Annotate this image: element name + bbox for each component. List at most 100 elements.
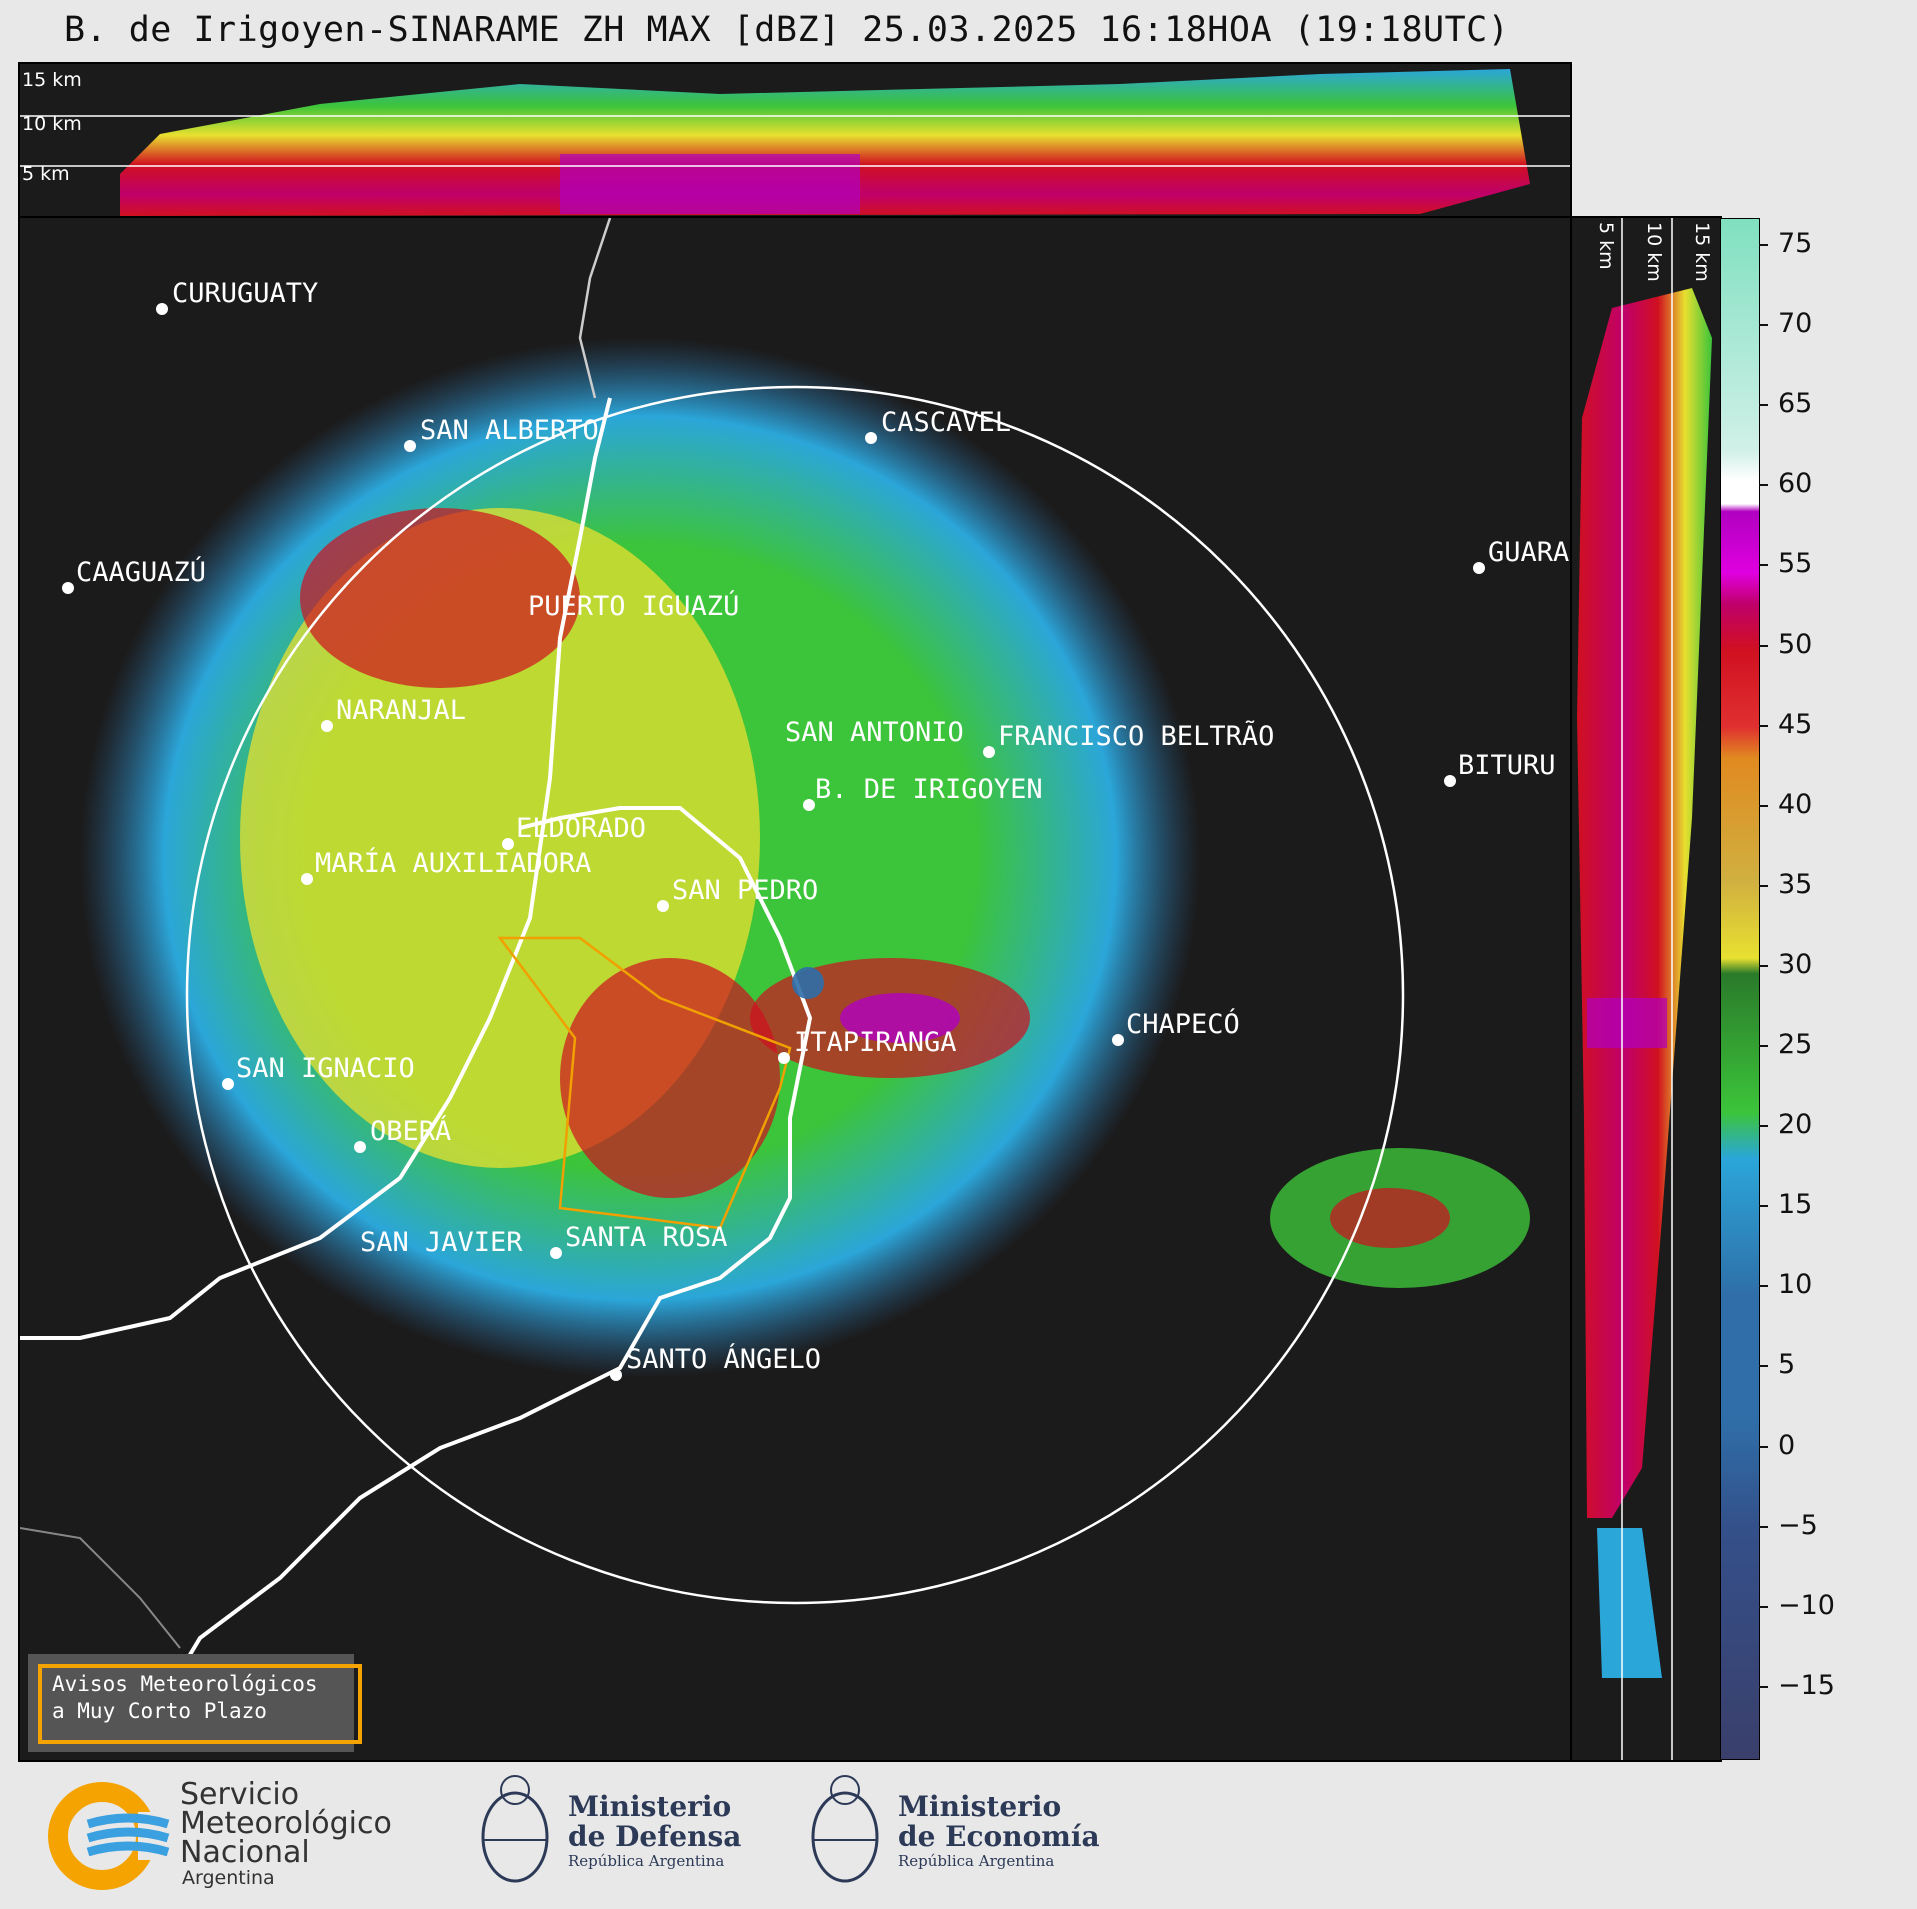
alert-line-1: Avisos Meteorológicos	[52, 1672, 318, 1696]
defensa-line-2: de Defensa	[568, 1820, 742, 1853]
city-bituru: BITURU	[1444, 750, 1556, 787]
province-border	[20, 1527, 181, 1649]
colorbar-tick-label: 35	[1778, 868, 1813, 900]
city-curuguaty: CURUGUATY	[156, 278, 318, 315]
svg-text:OBERÁ: OBERÁ	[370, 1115, 451, 1147]
colorbar-tick-label: 55	[1778, 548, 1813, 580]
echo-red-south	[560, 958, 780, 1198]
side-alt-5: 5 km	[1595, 222, 1617, 270]
range-ring	[185, 385, 1405, 1605]
svg-text:FRANCISCO BELTRÃO: FRANCISCO BELTRÃO	[998, 720, 1274, 752]
side-core	[1587, 998, 1667, 1048]
smn-line-3: Nacional	[180, 1835, 310, 1870]
side-reflectivity-area	[1577, 288, 1712, 1518]
colorbar-tick-label: −15	[1778, 1669, 1835, 1701]
colorbar-tick-label: 15	[1778, 1189, 1813, 1221]
economia-shield-icon	[811, 1775, 879, 1883]
defensa-line-3: República Argentina	[568, 1852, 725, 1870]
city-san-alberto: SAN ALBERTO	[404, 415, 599, 452]
colorbar-tick-mark	[1759, 1045, 1768, 1047]
economia-line-1: Ministerio	[898, 1790, 1062, 1823]
colorbar-tick-mark	[1759, 724, 1768, 727]
colorbar-tick-mark	[1759, 564, 1768, 567]
city-puerto-iguazu: PUERTO IGUAZÚ	[528, 590, 739, 622]
city-san-ignacio: SAN IGNACIO	[222, 1053, 415, 1090]
colorbar-tick-mark	[1759, 404, 1768, 407]
colorbar-tick-mark	[1759, 1445, 1768, 1448]
city-obera: OBERÁ	[354, 1115, 451, 1153]
city-cascavel: CASCAVEL	[865, 407, 1011, 444]
defensa-logo: Ministerio de Defensa República Argentin…	[470, 1762, 741, 1902]
colorbar-tick-label: 5	[1778, 1349, 1796, 1381]
echo-southeast-core	[1330, 1188, 1450, 1248]
echo-core-east	[840, 993, 960, 1043]
side-cross-section-panel: 5 km 10 km 15 km	[1570, 216, 1722, 1762]
alert-box-inner: Avisos Meteorológicos a Muy Corto Plazo	[38, 1664, 362, 1744]
svg-text:CAAGUAZÚ: CAAGUAZÚ	[76, 556, 206, 588]
city-chapeco: CHAPECÓ	[1112, 1008, 1240, 1046]
colorbar-tick-mark	[1759, 644, 1768, 647]
svg-text:CHAPECÓ: CHAPECÓ	[1126, 1008, 1240, 1040]
colorbar-tick-label: 75	[1778, 228, 1813, 259]
city-eldorado: ELDORADO	[502, 813, 646, 850]
colorbar-tick-mark	[1759, 884, 1768, 887]
colorbar-tick-label: −10	[1778, 1589, 1835, 1621]
top-cross-section-panel: 15 km 10 km 5 km	[18, 62, 1572, 218]
colorbar-tick-label: 70	[1778, 308, 1813, 340]
city-b-de-irigoyen: B. DE IRIGOYEN	[803, 774, 1043, 811]
colorbar	[1720, 218, 1760, 1760]
svg-text:MARÍA AUXILIADORA: MARÍA AUXILIADORA	[315, 847, 591, 879]
colorbar-tick-label: −5	[1778, 1509, 1818, 1541]
colorbar-tick-mark	[1759, 804, 1768, 807]
economia-line-2: de Economía	[898, 1820, 1100, 1853]
defensa-line-1: Ministerio	[568, 1790, 732, 1823]
map-title: B. de Irigoyen-SINARAME ZH MAX [dBZ] 25.…	[64, 10, 1510, 50]
colorbar-tick-mark	[1759, 964, 1768, 967]
colorbar-tick-mark	[1759, 1605, 1768, 1608]
city-san-javier: SAN JAVIER	[360, 1227, 523, 1258]
svg-text:NARANJAL: NARANJAL	[336, 695, 466, 726]
smn-line-4: Argentina	[182, 1867, 275, 1889]
radar-site-marker	[792, 967, 824, 999]
svg-text:ITAPIRANGA: ITAPIRANGA	[794, 1027, 957, 1058]
colorbar-tick-label: 10	[1778, 1269, 1813, 1301]
radar-map-panel: CURUGUATY SAN ALBERTO CASCAVEL CAAGUAZÚ …	[18, 216, 1572, 1762]
smn-logo-icon	[48, 1782, 178, 1890]
svg-text:BITURU: BITURU	[1458, 750, 1556, 781]
svg-text:SANTO ÁNGELO: SANTO ÁNGELO	[626, 1343, 821, 1375]
alert-line-2: a Muy Corto Plazo	[52, 1699, 267, 1723]
svg-text:GUARA: GUARA	[1488, 537, 1569, 568]
top-alt-15: 15 km	[22, 69, 82, 91]
top-alt-10: 10 km	[22, 113, 82, 135]
international-border-east	[138, 806, 813, 1740]
svg-text:CURUGUATY: CURUGUATY	[172, 278, 318, 309]
colorbar-tick-mark	[1759, 1205, 1768, 1208]
city-guara: GUARA	[1473, 537, 1569, 574]
top-core	[560, 154, 860, 214]
defensa-shield-icon	[481, 1775, 549, 1883]
svg-text:SAN ANTONIO: SAN ANTONIO	[785, 717, 964, 748]
colorbar-tick-mark	[1759, 324, 1768, 327]
international-border-west	[20, 397, 612, 1340]
city-naranjal: NARANJAL	[321, 695, 466, 732]
top-cross-section: 15 km 10 km 5 km	[20, 69, 1570, 216]
river-north	[578, 218, 612, 399]
svg-text:SAN JAVIER: SAN JAVIER	[360, 1227, 523, 1258]
svg-text:SAN PEDRO: SAN PEDRO	[672, 875, 818, 906]
colorbar-tick-label: 50	[1778, 628, 1813, 660]
colorbar-tick-label: 20	[1778, 1109, 1813, 1141]
side-alt-15: 15 km	[1691, 222, 1713, 282]
city-maria-auxiliadora: MARÍA AUXILIADORA	[301, 847, 591, 885]
colorbar-tick-label: 45	[1778, 708, 1813, 740]
svg-text:CASCAVEL: CASCAVEL	[881, 407, 1011, 438]
radar-map: CURUGUATY SAN ALBERTO CASCAVEL CAAGUAZÚ …	[20, 218, 1569, 1740]
colorbar-tick-mark	[1759, 1365, 1768, 1368]
city-itapiranga: ITAPIRANGA	[778, 1027, 957, 1064]
colorbar-tick-label: 65	[1778, 388, 1813, 420]
alert-box[interactable]: Avisos Meteorológicos a Muy Corto Plazo	[28, 1654, 362, 1752]
colorbar-tick-label: 25	[1778, 1029, 1813, 1060]
colorbar-tick-mark	[1759, 1685, 1768, 1688]
echo-red-north	[300, 508, 580, 688]
colorbar-tick-label: 40	[1778, 788, 1813, 820]
colorbar-tick-mark	[1759, 1525, 1768, 1528]
